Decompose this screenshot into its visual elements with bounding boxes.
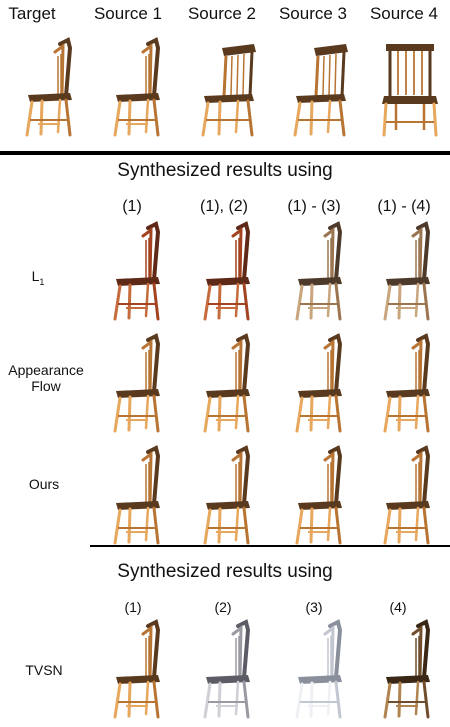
section2-title: Synthesized results using: [117, 561, 333, 582]
section2-col-1: (1): [124, 599, 142, 615]
chair-target: [8, 37, 92, 138]
row-label-l1-subscript: 1: [39, 276, 45, 287]
row-label-appearance: Appearance: [8, 362, 84, 378]
header-source-3: Source 3: [278, 4, 348, 23]
chair-l1-1: [96, 221, 180, 322]
row-label-ours: Ours: [28, 476, 60, 492]
chair-source-2: [186, 38, 270, 138]
section2-col-3: (3): [305, 599, 323, 615]
section1-col-1: (1): [122, 198, 142, 215]
chair-af-4: [366, 333, 450, 434]
chair-tvsn-3: [278, 619, 362, 720]
row-label-l1-main: L: [31, 268, 40, 284]
chair-af-1: [96, 333, 180, 434]
header-source-4: Source 4: [369, 4, 439, 23]
chair-af-2: [186, 333, 270, 434]
section1-col-2: (1), (2): [200, 198, 248, 215]
chair-af-3: [278, 333, 362, 434]
chair-source-4: [366, 38, 450, 138]
chair-ours-3: [278, 445, 362, 546]
chair-tvsn-4: [366, 619, 450, 720]
section1-col-4: (1) - (4): [377, 198, 431, 215]
chair-tvsn-1: [96, 619, 180, 720]
chair-l1-3: [278, 221, 362, 322]
section2-col-4: (4): [389, 599, 407, 615]
row-label-l1: L1: [18, 268, 58, 290]
chair-l1-4: [366, 221, 450, 322]
header-target: Target: [8, 4, 56, 23]
header-source-1: Source 1: [93, 4, 163, 23]
thick-divider: [0, 151, 450, 155]
section2-col-2: (2): [214, 599, 232, 615]
chair-ours-1: [96, 445, 180, 546]
chair-source-3: [278, 38, 362, 138]
section1-title: Synthesized results using: [117, 160, 333, 181]
header-source-2: Source 2: [187, 4, 257, 23]
chair-ours-4: [366, 445, 450, 546]
row-label-tvsn: TVSN: [25, 662, 63, 678]
chair-ours-2: [186, 445, 270, 546]
chair-l1-2: [186, 221, 270, 322]
row-label-flow: Flow: [31, 378, 61, 394]
chair-source-1: [96, 37, 180, 138]
chair-tvsn-2: [186, 619, 270, 720]
row-label-appearance-flow: Appearance Flow: [0, 362, 92, 394]
thin-divider: [90, 545, 450, 547]
section1-col-3: (1) - (3): [287, 198, 341, 215]
